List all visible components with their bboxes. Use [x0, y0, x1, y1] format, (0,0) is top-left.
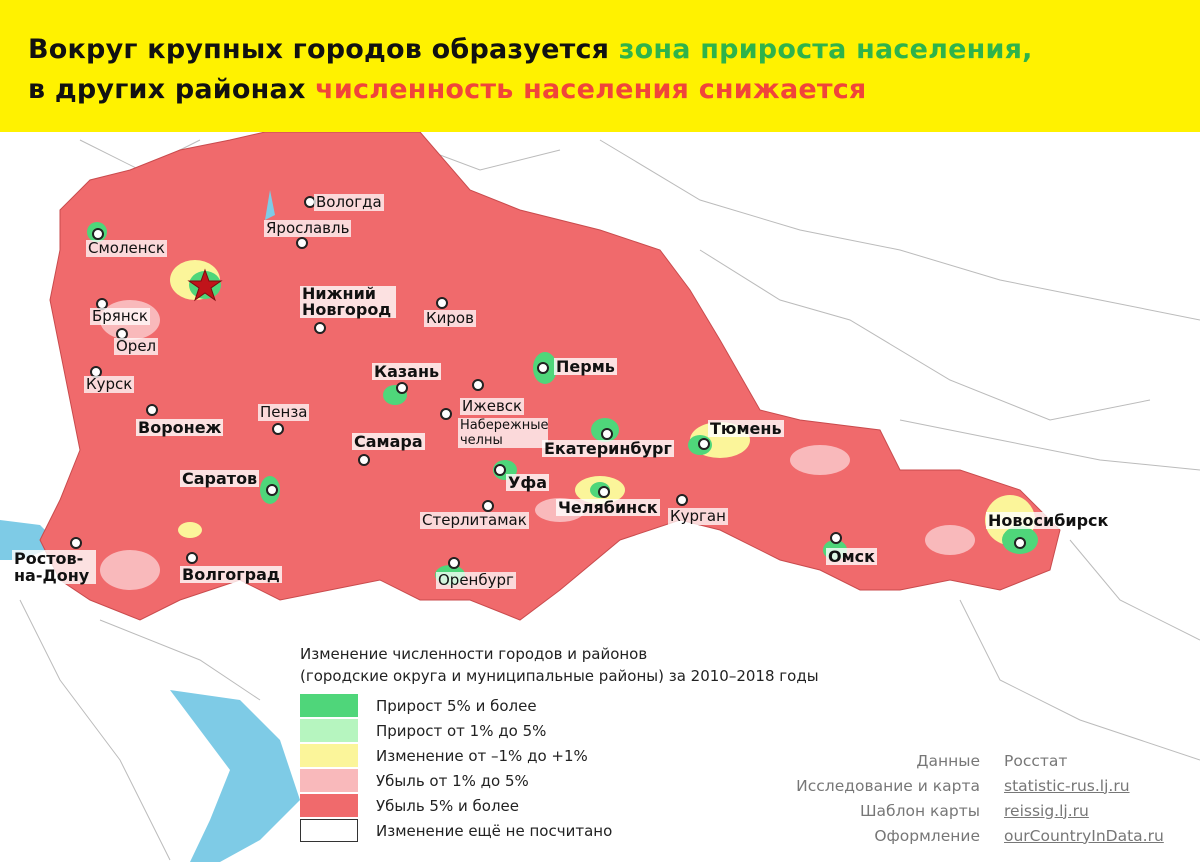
credit-key: Данные	[916, 751, 980, 770]
city-label-kirov: Киров	[424, 309, 476, 327]
city-label-smolensk: Смоленск	[86, 239, 167, 257]
credits: Данные Росстат Исследование и карта statis…	[760, 748, 1164, 848]
legend-label: Изменение ещё не посчитано	[376, 821, 613, 840]
map	[0, 132, 1200, 862]
credit-row: Оформление ourCountryInData.ru	[760, 823, 1164, 848]
credit-row: Исследование и карта statistic-rus.lj.ru	[760, 773, 1164, 798]
legend-label: Убыль 5% и более	[376, 796, 519, 815]
credit-key: Оформление	[874, 826, 980, 845]
credit-link[interactable]: reissig.lj.ru	[1004, 801, 1089, 820]
city-marker	[186, 552, 198, 564]
city-label-orenburg: Оренбург	[436, 571, 516, 589]
credit-key: Исследование и карта	[796, 776, 980, 795]
city-marker	[146, 404, 158, 416]
city-label-saratov: Саратов	[180, 469, 260, 488]
legend-item: Убыль от 1% до 5%	[300, 768, 819, 793]
city-marker	[482, 500, 494, 512]
city-label-rostov-na-donu: Ростов-на-Дону	[12, 550, 96, 584]
legend-title: Изменение численности городов и районов	[300, 645, 648, 663]
city-label-volgograd: Волгоград	[180, 565, 282, 584]
city-label-voronezh: Воронеж	[136, 418, 224, 437]
city-label-bryansk: Брянск	[90, 307, 150, 325]
city-label-vologda: Вологда	[314, 193, 384, 211]
city-label-omsk: Омск	[826, 547, 878, 566]
credit-row: Шаблон карты reissig.lj.ru	[760, 798, 1164, 823]
title-text: Вокруг крупных городов образуется	[28, 34, 619, 65]
title-line-2: в других районах численность населения с…	[28, 74, 866, 105]
header-banner: Вокруг крупных городов образуется зона п…	[0, 0, 1200, 132]
city-label-naberezhnye-chelny: Набережные челны	[458, 418, 549, 448]
credit-value: Росстат	[1004, 751, 1068, 770]
legend-swatch	[300, 694, 358, 717]
city-marker	[830, 532, 842, 544]
city-marker	[70, 537, 82, 549]
city-label-kurgan: Курган	[668, 507, 728, 525]
legend-item: Изменение от –1% до +1%	[300, 743, 819, 768]
city-marker	[537, 362, 549, 374]
sea	[170, 690, 300, 862]
city-label-yaroslavl: Ярославль	[264, 219, 352, 237]
title-highlight-growth: зона прироста населения,	[618, 34, 1033, 65]
city-marker	[436, 297, 448, 309]
legend-item: Прирост 5% и более	[300, 693, 819, 718]
city-marker	[266, 484, 278, 496]
city-label-yekaterinburg: Екатеринбург	[542, 439, 674, 458]
city-marker	[598, 486, 610, 498]
city-label-tyumen: Тюмень	[708, 419, 784, 438]
city-label-kursk: Курск	[84, 375, 135, 393]
credit-link[interactable]: ourCountryInData.ru	[1004, 826, 1164, 845]
city-marker	[1014, 537, 1026, 549]
legend-item: Прирост от 1% до 5%	[300, 718, 819, 743]
reservoir	[265, 190, 275, 220]
credit-row: Данные Росстат	[760, 748, 1164, 773]
title-text: в других районах	[28, 74, 316, 105]
legend-swatch	[300, 769, 358, 792]
legend-label: Прирост от 1% до 5%	[376, 721, 547, 740]
city-marker	[448, 557, 460, 569]
city-label-perm: Пермь	[554, 357, 617, 376]
city-marker	[472, 379, 484, 391]
title-highlight-decline: численность населения снижается	[315, 74, 867, 105]
credit-link[interactable]: statistic-rus.lj.ru	[1004, 776, 1130, 795]
city-label-samara: Самара	[352, 432, 425, 451]
city-marker	[494, 464, 506, 476]
city-label-kazan: Казань	[372, 362, 442, 381]
star-icon	[187, 268, 223, 302]
city-marker	[358, 454, 370, 466]
city-label-chelyabinsk: Челябинск	[556, 498, 660, 517]
city-label-sterlitamak: Стерлитамак	[420, 511, 529, 529]
title-line-1: Вокруг крупных городов образуется зона п…	[28, 34, 1033, 65]
city-label-penza: Пенза	[258, 403, 310, 421]
legend-subtitle: (городские округа и муниципальные районы…	[300, 667, 819, 685]
legend-item: Убыль 5% и более	[300, 793, 819, 818]
legend: Изменение численности городов и районов …	[300, 643, 819, 843]
city-marker	[601, 428, 613, 440]
legend-swatch	[300, 819, 358, 842]
city-label-nizhny-novgorod: Нижний Новгород	[300, 286, 396, 318]
legend-label: Изменение от –1% до +1%	[376, 746, 588, 765]
city-label-orel: Орел	[114, 337, 159, 355]
credit-key: Шаблон карты	[859, 801, 980, 820]
legend-item: Изменение ещё не посчитано	[300, 818, 819, 843]
city-marker	[676, 494, 688, 506]
legend-label: Прирост 5% и более	[376, 696, 537, 715]
city-marker	[440, 408, 452, 420]
city-marker	[698, 438, 710, 450]
legend-swatch	[300, 794, 358, 817]
legend-swatch	[300, 719, 358, 742]
city-label-novosibirsk: Новосибирск	[986, 511, 1111, 530]
legend-label: Убыль от 1% до 5%	[376, 771, 529, 790]
city-label-izhevsk: Ижевск	[460, 397, 525, 415]
city-marker	[272, 423, 284, 435]
city-marker	[296, 237, 308, 249]
legend-swatch	[300, 744, 358, 767]
city-marker	[314, 322, 326, 334]
unmapped-region-borders	[19, 139, 1200, 861]
city-marker	[396, 382, 408, 394]
city-marker	[92, 228, 104, 240]
city-label-ufa: Уфа	[506, 473, 550, 492]
